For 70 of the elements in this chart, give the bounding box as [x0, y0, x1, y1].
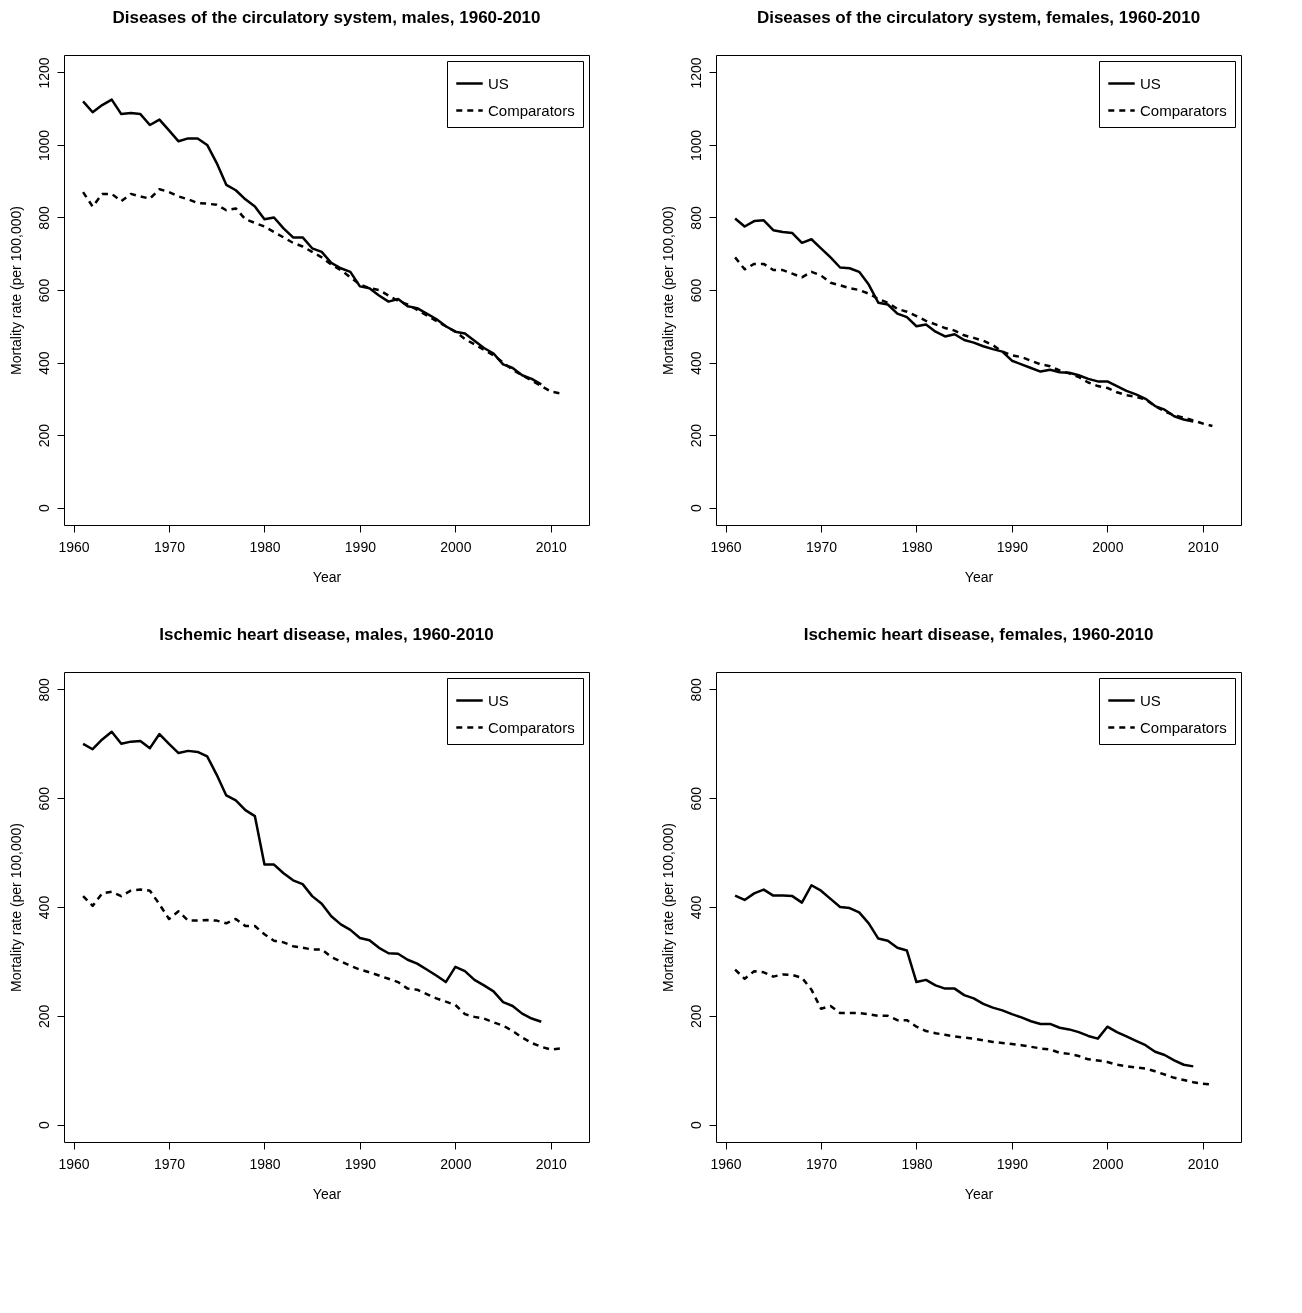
- y-tick-label: 0: [687, 1120, 704, 1129]
- x-tick-label: 2000: [1092, 1155, 1124, 1172]
- x-tick-label: 1960: [58, 538, 90, 555]
- y-tick-label: 800: [35, 678, 52, 702]
- chart-title: Diseases of the circulatory system, females, 1960-2010: [756, 8, 1201, 27]
- y-tick-label: 800: [35, 206, 52, 230]
- x-tick-label: 1970: [153, 1155, 186, 1172]
- x-tick-label: 1980: [249, 538, 281, 555]
- legend-label: US: [488, 691, 509, 709]
- x-tick-label: 2000: [440, 1155, 472, 1172]
- y-axis-title: Mortality rate (per 100,000): [7, 823, 24, 992]
- x-tick-label: 2000: [1092, 538, 1124, 555]
- y-tick-label: 600: [687, 278, 704, 303]
- y-tick-label: 600: [687, 786, 704, 811]
- x-tick-label: 1990: [344, 538, 377, 555]
- y-tick-label: 800: [687, 206, 704, 230]
- legend-label: US: [1140, 691, 1161, 709]
- y-tick-label: 0: [35, 1120, 52, 1129]
- y-tick-label: 0: [687, 503, 704, 512]
- x-axis-title: Year: [964, 568, 994, 585]
- line-series: [733, 883, 1195, 1068]
- x-tick-label: 1980: [901, 538, 933, 555]
- x-tick-label: 1990: [996, 1155, 1029, 1172]
- legend-label: Comparators: [488, 718, 575, 736]
- y-axis-title: Mortality rate (per 100,000): [659, 206, 676, 375]
- chart-title: Ischemic heart disease, females, 1960-2010: [803, 625, 1154, 644]
- x-tick-label: 1960: [58, 1155, 90, 1172]
- x-tick-label: 2010: [535, 538, 568, 555]
- y-tick-label: 0: [35, 503, 52, 512]
- legend-label: Comparators: [1140, 718, 1227, 736]
- y-tick-label: 1200: [35, 57, 52, 89]
- x-tick-label: 1990: [344, 1155, 377, 1172]
- y-tick-label: 1200: [687, 57, 704, 89]
- x-axis-title: Year: [312, 568, 342, 585]
- y-tick-label: 200: [687, 1004, 704, 1028]
- x-tick-label: 1970: [805, 1155, 838, 1172]
- chart-title: Ischemic heart disease, males, 1960-2010: [159, 625, 494, 644]
- x-tick-label: 1990: [996, 538, 1029, 555]
- line-series: [81, 888, 562, 1051]
- legend-label: US: [488, 74, 509, 92]
- y-tick-label: 400: [35, 895, 52, 920]
- y-tick-label: 1000: [35, 129, 52, 162]
- y-axis-title: Mortality rate (per 100,000): [7, 206, 24, 375]
- y-tick-label: 400: [687, 895, 704, 920]
- y-tick-label: 800: [687, 678, 704, 702]
- x-tick-label: 1980: [249, 1155, 281, 1172]
- y-tick-label: 600: [35, 786, 52, 811]
- y-tick-label: 200: [35, 423, 52, 448]
- y-axis-title: Mortality rate (per 100,000): [659, 823, 676, 992]
- y-tick-label: 400: [35, 351, 52, 375]
- y-tick-label: 400: [687, 351, 704, 375]
- x-axis-title: Year: [312, 1185, 342, 1202]
- y-tick-label: 600: [35, 278, 52, 303]
- y-tick-label: 200: [687, 423, 704, 448]
- x-tick-label: 2010: [535, 1155, 568, 1172]
- x-tick-label: 1970: [153, 538, 186, 555]
- legend-label: Comparators: [1140, 101, 1227, 119]
- x-tick-label: 1980: [901, 1155, 933, 1172]
- y-tick-label: 200: [35, 1004, 52, 1028]
- legend-label: US: [1140, 74, 1161, 92]
- chart-title: Diseases of the circulatory system, males, 1960-2010: [112, 8, 541, 27]
- x-tick-label: 2000: [440, 538, 472, 555]
- x-tick-label: 2010: [1187, 1155, 1220, 1172]
- x-tick-label: 1970: [805, 538, 838, 555]
- x-tick-label: 1960: [710, 1155, 742, 1172]
- x-tick-label: 1960: [710, 538, 742, 555]
- x-tick-label: 2010: [1187, 538, 1220, 555]
- x-axis-title: Year: [964, 1185, 994, 1202]
- legend-label: Comparators: [488, 101, 575, 119]
- y-tick-label: 1000: [687, 129, 704, 162]
